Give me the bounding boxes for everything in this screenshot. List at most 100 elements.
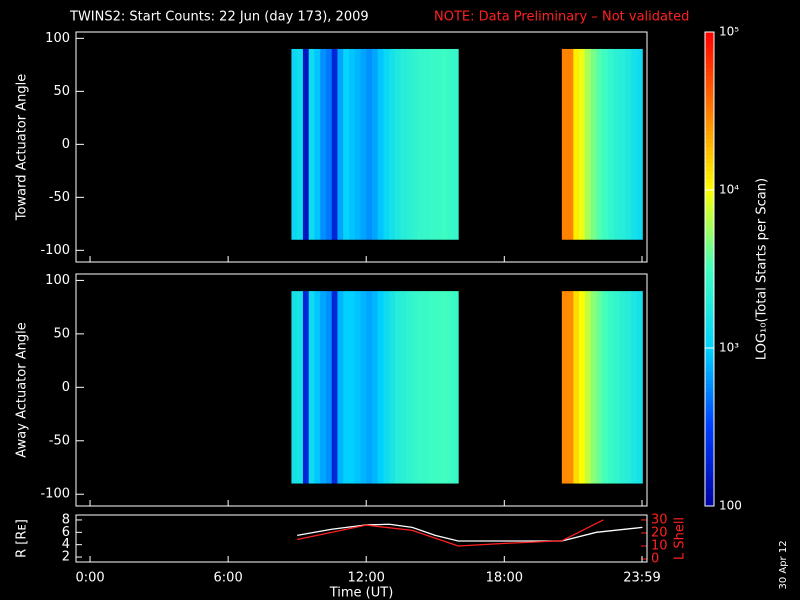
colorbar-swatch — [705, 95, 714, 100]
heat-cell — [630, 48, 638, 240]
y-axis-label: R [Rᴇ] — [15, 519, 30, 558]
heat-cell — [429, 291, 436, 484]
colorbar-swatch — [705, 419, 714, 424]
colorbar-swatch — [705, 371, 714, 377]
colorbar-swatch — [705, 51, 714, 57]
y-tick-label: 50 — [53, 326, 70, 341]
colorbar-swatch — [705, 312, 714, 317]
colorbar-swatch — [705, 265, 714, 270]
y-tick-label: -100 — [40, 243, 70, 258]
heat-cell — [619, 291, 626, 484]
heat-cell — [584, 291, 592, 484]
colorbar-swatch — [705, 387, 714, 392]
colorbar-swatch — [705, 138, 714, 144]
heat-cell — [371, 48, 379, 240]
heat-cell — [314, 291, 321, 484]
colorbar-swatch — [705, 348, 714, 353]
x-axis-label: Time (UT) — [329, 586, 394, 600]
y-axis-label: Away Actuator Angle — [15, 322, 30, 457]
colorbar-tick-label: 10³ — [719, 341, 739, 355]
colorbar-swatch — [705, 300, 714, 306]
heat-cell — [573, 48, 580, 240]
colorbar-swatch — [705, 193, 714, 199]
colorbar-swatch — [705, 276, 714, 282]
y-tick-label: -100 — [40, 487, 70, 502]
colorbar-swatch — [705, 466, 714, 471]
colorbar-swatch — [705, 241, 714, 246]
colorbar-swatch — [705, 296, 714, 302]
heat-cell — [446, 291, 453, 484]
colorbar-swatch — [705, 150, 714, 155]
heat-cell — [325, 291, 333, 484]
colorbar-swatch — [705, 482, 714, 487]
heat-cell — [354, 291, 361, 484]
heat-cell — [596, 48, 603, 240]
heat-cell — [602, 291, 609, 484]
heat-cell — [625, 48, 632, 240]
y-tick-label: 4 — [62, 537, 70, 552]
plot-frame — [75, 273, 648, 507]
series-line — [297, 519, 604, 547]
colorbar-swatch — [705, 280, 714, 286]
colorbar-swatch — [705, 474, 714, 479]
colorbar-swatch — [705, 213, 714, 219]
heat-cell — [302, 291, 310, 484]
y2-tick-label: 20 — [651, 525, 668, 540]
colorbar-swatch — [705, 324, 714, 329]
heat-cell — [308, 48, 315, 240]
y2-tick-label: 30 — [651, 512, 668, 527]
heat-cell — [596, 291, 603, 484]
colorbar-swatch — [705, 253, 714, 258]
colorbar-swatch — [705, 351, 714, 357]
heat-cell — [435, 48, 442, 240]
heat-cell — [366, 291, 373, 484]
colorbar-swatch — [705, 478, 714, 483]
heat-cell — [607, 48, 615, 240]
colorbar-swatch — [705, 355, 714, 361]
colorbar-swatch — [705, 245, 714, 250]
colorbar-swatch — [705, 257, 714, 262]
colorbar-swatch — [705, 166, 714, 171]
colorbar-swatch — [705, 32, 714, 37]
colorbar-swatch — [705, 498, 714, 503]
y-tick-label: 100 — [45, 273, 70, 288]
colorbar-swatch — [705, 458, 714, 464]
colorbar-tick-label: 10⁴ — [719, 183, 739, 197]
heat-cell — [412, 48, 419, 240]
colorbar-swatch — [705, 249, 714, 254]
colorbar-swatch — [705, 233, 714, 238]
heat-cell — [561, 48, 568, 240]
heat-cell — [400, 48, 407, 240]
colorbar-swatch — [705, 75, 714, 80]
colorbar-swatch — [705, 83, 714, 88]
heat-cell — [360, 48, 367, 240]
heat-cell — [567, 291, 574, 484]
colorbar-swatch — [705, 91, 714, 96]
colorbar-swatch — [705, 304, 714, 309]
heat-cell — [343, 48, 350, 240]
colorbar-swatch — [705, 162, 714, 167]
heat-cell — [360, 291, 367, 484]
heat-cell — [613, 291, 620, 484]
x-tick-label: 12:00 — [347, 571, 384, 586]
heat-cell — [377, 48, 384, 240]
heat-cell — [561, 291, 568, 484]
colorbar-swatch — [705, 320, 714, 325]
colorbar-swatch — [705, 415, 714, 420]
plot-frame — [75, 31, 648, 263]
heat-cell — [308, 291, 315, 484]
colorbar-swatch — [705, 114, 714, 120]
heat-cell — [636, 48, 643, 240]
heat-cell — [579, 291, 586, 484]
heat-cell — [435, 291, 442, 484]
colorbar-swatch — [705, 383, 714, 388]
colorbar-swatch — [705, 430, 714, 436]
series-line — [297, 523, 643, 542]
colorbar-swatch — [705, 434, 714, 440]
colorbar-swatch — [705, 79, 714, 84]
colorbar-tick-label: 100 — [719, 499, 742, 513]
colorbar-swatch — [705, 344, 714, 349]
colorbar-swatch — [705, 340, 714, 345]
x-tick-label: 23:59 — [623, 571, 660, 586]
